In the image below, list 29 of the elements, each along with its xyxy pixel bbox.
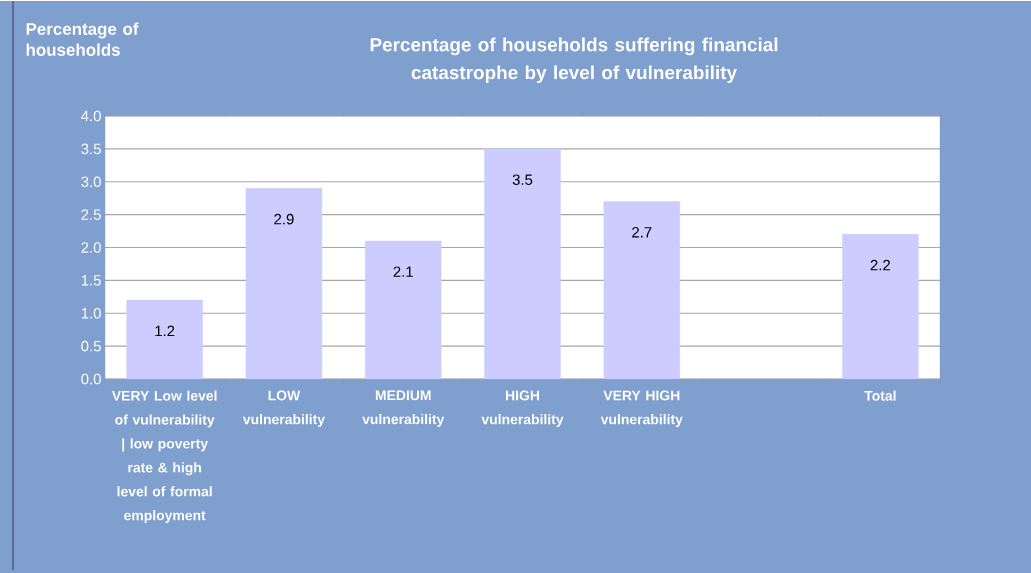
y-tick-label: 2.5	[81, 209, 101, 220]
bar	[603, 201, 680, 379]
x-tick-label: HIGH vulnerability	[481, 390, 564, 428]
y-tick-label: 3.5	[81, 143, 101, 155]
bar	[126, 299, 203, 379]
y-axis-title: Percentage of households	[26, 22, 139, 56]
x-tick-label: VERY HIGH vulnerability	[600, 390, 683, 428]
data-label: 2.9	[274, 213, 294, 225]
y-tick-label: 2.0	[81, 242, 101, 253]
x-tick-label: LOW vulnerability	[242, 390, 325, 428]
y-tick-label: 1.0	[81, 307, 101, 319]
data-label: 3.5	[512, 174, 533, 185]
bar	[245, 188, 323, 379]
chart-title: Percentage of households suffering financial catastrophe by level of vulnerability	[370, 37, 778, 84]
data-label: 2.1	[393, 266, 413, 277]
data-label: 2.7	[632, 226, 652, 238]
y-tick-label: 4.0	[81, 110, 101, 122]
bar	[842, 234, 919, 379]
y-tick-label: 0.0	[81, 373, 101, 385]
y-tick-label: 0.5	[81, 340, 101, 352]
x-tick-label: VERY Low level of vulnerability | low poverty rate & high level of formal employment	[111, 390, 217, 524]
y-tick-label: 3.0	[81, 176, 101, 188]
y-tick-label: 1.5	[81, 275, 101, 286]
data-label: 2.2	[870, 259, 891, 271]
x-tick-label: MEDIUM vulnerability	[362, 390, 445, 427]
bar	[484, 148, 561, 379]
x-tick-label: Total	[864, 390, 896, 401]
data-label: 1.2	[155, 325, 175, 337]
bar	[365, 240, 442, 379]
